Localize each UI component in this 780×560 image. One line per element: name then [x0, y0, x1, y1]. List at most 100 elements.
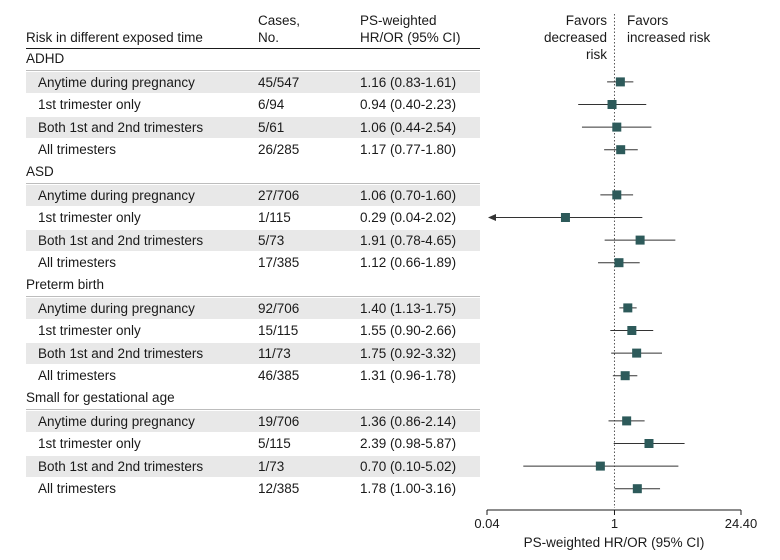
row-label: 1st trimester only — [38, 210, 141, 226]
table-row: Anytime during pregnancy 92/706 1.40 (1.13… — [26, 296, 480, 320]
row-cases: 5/61 — [258, 119, 285, 135]
table-row: Both 1st and 2nd trimesters 5/61 1.06 (0.4… — [26, 115, 480, 139]
row-hr-ci: 0.29 (0.04-2.02) — [360, 210, 457, 226]
table-row: Anytime during pregnancy 45/547 1.16 (0.83… — [26, 70, 480, 94]
favors-decreased-line1: Favors — [565, 13, 607, 28]
table-row: Anytime during pregnancy 27/706 1.06 (0.70… — [26, 183, 480, 207]
row-cases: 5/73 — [258, 232, 285, 248]
group-label: ADHD — [26, 51, 65, 66]
table-row: All trimesters 12/385 1.78 (1.00-3.16) — [26, 477, 480, 500]
point-estimate — [622, 416, 632, 426]
row-cases: 1/73 — [258, 458, 285, 474]
x-tick-label: 0.04 — [474, 516, 499, 531]
row-hr-ci: 1.78 (1.00-3.16) — [360, 481, 457, 497]
column-header-cases-line1: Cases, — [258, 13, 301, 28]
row-hr-ci: 1.91 (0.78-4.65) — [360, 232, 457, 248]
row-label: Both 1st and 2nd trimesters — [38, 345, 204, 361]
row-hr-ci: 1.16 (0.83-1.61) — [360, 74, 457, 90]
row-cases: 6/94 — [258, 97, 285, 113]
group-heading: ASD — [26, 161, 480, 184]
row-label: All trimesters — [38, 368, 117, 384]
row-label: 1st trimester only — [38, 323, 141, 339]
table-row: 1st trimester only 1/115 0.29 (0.04-2.02) — [26, 206, 480, 229]
table-row: Anytime during pregnancy 19/706 1.36 (0.86… — [26, 409, 480, 433]
table-row: Both 1st and 2nd trimesters 1/73 0.70 (0.1… — [26, 454, 480, 478]
table-row: All trimesters 46/385 1.31 (0.96-1.78) — [26, 364, 480, 387]
column-header-risk: Risk in different exposed time — [26, 30, 203, 45]
table-row: Both 1st and 2nd trimesters 5/73 1.91 (0.7… — [26, 228, 480, 252]
table-row: All trimesters 26/285 1.17 (0.77-1.80) — [26, 138, 480, 161]
point-estimate — [595, 461, 605, 471]
point-estimate — [616, 145, 626, 155]
favors-decreased-label: Favors decreased risk — [530, 12, 607, 63]
table-row: 1st trimester only 6/94 0.94 (0.40-2.23) — [26, 93, 480, 116]
point-estimate — [607, 100, 617, 109]
row-cases: 46/385 — [258, 368, 300, 384]
row-label: Both 1st and 2nd trimesters — [38, 232, 204, 248]
column-header-hr: PS-weighted HR/OR (95% CI) — [360, 12, 480, 46]
point-estimate — [632, 348, 642, 358]
row-hr-ci: 0.94 (0.40-2.23) — [360, 97, 457, 113]
row-label: Anytime during pregnancy — [38, 413, 195, 429]
favors-increased-line1: Favors — [627, 13, 669, 28]
row-label: Both 1st and 2nd trimesters — [38, 458, 204, 474]
row-label: All trimesters — [38, 142, 117, 158]
point-estimate — [632, 484, 642, 494]
table-row: 1st trimester only 5/115 2.39 (0.98-5.87) — [26, 432, 480, 455]
row-hr-ci: 1.40 (1.13-1.75) — [360, 300, 457, 316]
row-label: All trimesters — [38, 255, 117, 271]
x-tick-label: 1 — [611, 516, 618, 531]
row-label: Both 1st and 2nd trimesters — [38, 119, 204, 135]
point-estimate — [644, 439, 654, 448]
row-cases: 27/706 — [258, 187, 300, 203]
row-cases: 26/285 — [258, 142, 300, 158]
column-header-hr-line1: PS-weighted — [360, 13, 437, 28]
row-label: 1st trimester only — [38, 97, 141, 113]
row-cases: 5/115 — [258, 436, 291, 452]
group-heading: Small for gestational age — [26, 387, 480, 410]
row-hr-ci: 1.55 (0.90-2.66) — [360, 323, 457, 339]
row-label: 1st trimester only — [38, 436, 141, 452]
point-estimate — [612, 190, 622, 200]
x-axis-label: PS-weighted HR/OR (95% CI) — [524, 535, 705, 550]
row-cases: 19/706 — [258, 413, 300, 429]
row-hr-ci: 0.70 (0.10-5.02) — [360, 458, 457, 474]
row-hr-ci: 1.06 (0.70-1.60) — [360, 187, 457, 203]
favors-increased-line2: increased risk — [627, 30, 711, 45]
row-label: Anytime during pregnancy — [38, 300, 195, 316]
group-label: ASD — [26, 163, 54, 179]
row-cases: 15/115 — [258, 323, 299, 339]
row-hr-ci: 2.39 (0.98-5.87) — [360, 436, 457, 452]
group-heading: ADHD — [26, 48, 480, 71]
row-hr-ci: 1.06 (0.44-2.54) — [360, 119, 457, 135]
row-hr-ci: 1.17 (0.77-1.80) — [360, 142, 457, 158]
point-estimate — [627, 326, 637, 335]
point-estimate — [615, 77, 625, 87]
row-label: All trimesters — [38, 481, 117, 497]
x-tick-label: 24.40 — [725, 516, 758, 531]
group-label: Small for gestational age — [26, 389, 175, 405]
favors-increased-label: Favors increased risk — [627, 12, 747, 46]
row-label: Anytime during pregnancy — [38, 187, 195, 203]
column-header-cases: Cases, No. — [258, 12, 348, 46]
point-estimate — [635, 235, 645, 245]
forest-table: ADHD Anytime during pregnancy 45/547 1.16 (… — [26, 48, 480, 500]
table-row: 1st trimester only 15/115 1.55 (0.90-2.66) — [26, 319, 480, 342]
row-cases: 1/115 — [258, 210, 291, 226]
row-cases: 45/547 — [258, 74, 300, 90]
row-cases: 11/73 — [258, 345, 291, 361]
column-header-hr-line2: HR/OR (95% CI) — [360, 30, 461, 45]
point-estimate — [620, 371, 630, 381]
header-rule — [26, 48, 480, 49]
group-label: Preterm birth — [26, 276, 105, 292]
point-estimate — [612, 122, 622, 132]
row-hr-ci: 1.12 (0.66-1.89) — [360, 255, 457, 271]
row-cases: 92/706 — [258, 300, 300, 316]
point-estimate — [614, 258, 624, 268]
ci-arrow — [488, 214, 496, 221]
table-row: All trimesters 17/385 1.12 (0.66-1.89) — [26, 251, 480, 274]
favors-decreased-line2: decreased risk — [543, 30, 607, 62]
row-cases: 17/385 — [258, 255, 300, 271]
row-label: Anytime during pregnancy — [38, 74, 195, 90]
